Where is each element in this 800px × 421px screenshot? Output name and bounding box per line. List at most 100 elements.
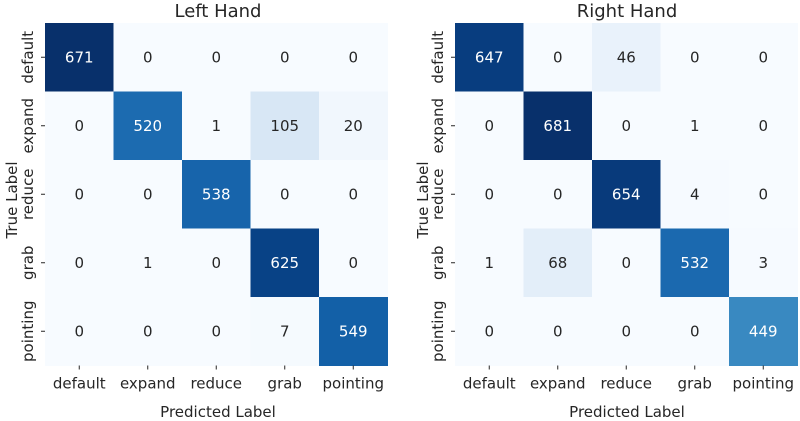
right-cell-r0-c4 bbox=[729, 23, 798, 92]
left-cell-label-r1-c0: 0 bbox=[74, 117, 84, 135]
right-cell-r1-c3 bbox=[660, 91, 730, 161]
right-cell-r3-c1 bbox=[523, 228, 593, 298]
left-cell-label-r1-c4: 20 bbox=[344, 117, 363, 135]
left-cell-r3-c2 bbox=[182, 228, 251, 298]
left-ytick-expand: expand bbox=[19, 98, 37, 154]
left-cell-label-r0-c2: 0 bbox=[211, 48, 221, 66]
left-xtick-grab: grab bbox=[268, 375, 302, 393]
left-cell-label-r0-c0: 671 bbox=[65, 48, 94, 66]
left-cell-label-r0-c4: 0 bbox=[348, 48, 358, 66]
left-cell-r2-c1 bbox=[113, 160, 183, 229]
right-ytick-grab: grab bbox=[429, 246, 447, 280]
right-xtick-reduce: reduce bbox=[600, 375, 652, 393]
left-cell-label-r4-c1: 0 bbox=[143, 322, 153, 340]
left-cell-r1-c1 bbox=[113, 91, 183, 161]
right-cell-label-r1-c1: 681 bbox=[543, 117, 572, 135]
right-cell-r2-c0 bbox=[455, 160, 524, 229]
right-cell-label-r1-c0: 0 bbox=[484, 117, 494, 135]
left-cell-label-r4-c3: 7 bbox=[280, 322, 290, 340]
right-cell-label-r0-c2: 46 bbox=[617, 48, 636, 66]
right-hand-ylabel: True Label bbox=[414, 161, 432, 239]
left-xtick-pointing: pointing bbox=[323, 375, 384, 393]
left-cell-label-r3-c4: 0 bbox=[348, 254, 358, 272]
right-cell-r0-c1 bbox=[523, 23, 593, 92]
left-xtick-default: default bbox=[53, 375, 106, 393]
right-cell-r2-c1 bbox=[523, 160, 593, 229]
left-ytick-pointing: pointing bbox=[19, 301, 37, 362]
right-cell-r2-c4 bbox=[729, 160, 798, 229]
left-ytick-default: default bbox=[19, 31, 37, 84]
left-hand-xlabel: Predicted Label bbox=[160, 403, 276, 421]
left-cell-r2-c3 bbox=[250, 160, 320, 229]
right-cell-r4-c3 bbox=[660, 297, 730, 366]
left-cell-r1-c3 bbox=[250, 91, 320, 161]
right-cell-r0-c0 bbox=[455, 23, 524, 92]
left-cell-r3-c0 bbox=[45, 228, 114, 298]
right-cell-r1-c4 bbox=[729, 91, 798, 161]
left-cell-label-r0-c1: 0 bbox=[143, 48, 153, 66]
left-cell-label-r4-c4: 549 bbox=[339, 322, 368, 340]
right-ytick-pointing: pointing bbox=[429, 301, 447, 362]
right-xtick-expand: expand bbox=[530, 375, 586, 393]
left-xtick-expand: expand bbox=[120, 375, 176, 393]
right-cell-label-r3-c1: 68 bbox=[548, 254, 567, 272]
left-hand-title: Left Hand bbox=[175, 1, 262, 22]
left-hand-ylabel: True Label bbox=[3, 161, 21, 239]
left-cell-r0-c1 bbox=[113, 23, 183, 92]
left-cell-r4-c2 bbox=[182, 297, 251, 366]
right-hand-xlabel: Predicted Label bbox=[569, 403, 685, 421]
left-cell-label-r2-c4: 0 bbox=[348, 185, 358, 203]
right-cell-label-r0-c3: 0 bbox=[690, 48, 700, 66]
left-cell-label-r2-c1: 0 bbox=[143, 185, 153, 203]
left-cell-r0-c3 bbox=[250, 23, 320, 92]
right-cell-label-r3-c0: 1 bbox=[484, 254, 494, 272]
left-cell-r0-c4 bbox=[319, 23, 388, 92]
right-xtick-default: default bbox=[463, 375, 516, 393]
right-cell-label-r2-c0: 0 bbox=[484, 185, 494, 203]
right-cell-r3-c4 bbox=[729, 228, 798, 298]
left-cell-r4-c4 bbox=[319, 297, 388, 366]
left-cell-r3-c1 bbox=[113, 228, 183, 298]
right-cell-r3-c3 bbox=[660, 228, 730, 298]
right-cell-r1-c1 bbox=[523, 91, 593, 161]
left-xtick-reduce: reduce bbox=[190, 375, 242, 393]
left-cell-r1-c2 bbox=[182, 91, 251, 161]
right-cell-label-r4-c1: 0 bbox=[553, 322, 563, 340]
right-cell-label-r1-c3: 1 bbox=[690, 117, 700, 135]
right-cell-label-r4-c0: 0 bbox=[484, 322, 494, 340]
right-cell-r4-c0 bbox=[455, 297, 524, 366]
right-cell-label-r0-c1: 0 bbox=[553, 48, 563, 66]
left-cell-label-r3-c1: 1 bbox=[143, 254, 153, 272]
right-cell-label-r1-c4: 0 bbox=[758, 117, 768, 135]
left-cell-label-r3-c3: 625 bbox=[270, 254, 299, 272]
right-ytick-reduce: reduce bbox=[429, 168, 447, 220]
right-cell-label-r2-c4: 0 bbox=[758, 185, 768, 203]
right-cell-label-r2-c2: 654 bbox=[612, 185, 641, 203]
right-cell-r2-c2 bbox=[592, 160, 661, 229]
right-hand-title: Right Hand bbox=[577, 1, 678, 22]
left-cell-r2-c4 bbox=[319, 160, 388, 229]
right-cell-r3-c2 bbox=[592, 228, 661, 298]
right-cell-r3-c0 bbox=[455, 228, 524, 298]
right-cell-r4-c4 bbox=[729, 297, 798, 366]
left-cell-r3-c3 bbox=[250, 228, 320, 298]
left-cell-r0-c2 bbox=[182, 23, 251, 92]
left-ytick-grab: grab bbox=[19, 246, 37, 280]
right-xtick-grab: grab bbox=[678, 375, 712, 393]
left-cell-label-r3-c0: 0 bbox=[74, 254, 84, 272]
left-cell-label-r4-c0: 0 bbox=[74, 322, 84, 340]
right-ytick-default: default bbox=[429, 31, 447, 84]
right-cell-label-r2-c1: 0 bbox=[553, 185, 563, 203]
left-cell-r2-c2 bbox=[182, 160, 251, 229]
left-cell-label-r0-c3: 0 bbox=[280, 48, 290, 66]
left-cell-label-r3-c2: 0 bbox=[211, 254, 221, 272]
left-cell-r2-c0 bbox=[45, 160, 114, 229]
right-cell-r2-c3 bbox=[660, 160, 730, 229]
right-ytick-expand: expand bbox=[429, 98, 447, 154]
left-cell-label-r2-c2: 538 bbox=[202, 185, 231, 203]
right-cell-label-r4-c3: 0 bbox=[690, 322, 700, 340]
left-cell-label-r1-c3: 105 bbox=[270, 117, 299, 135]
left-cell-r4-c1 bbox=[113, 297, 183, 366]
right-cell-r4-c1 bbox=[523, 297, 593, 366]
